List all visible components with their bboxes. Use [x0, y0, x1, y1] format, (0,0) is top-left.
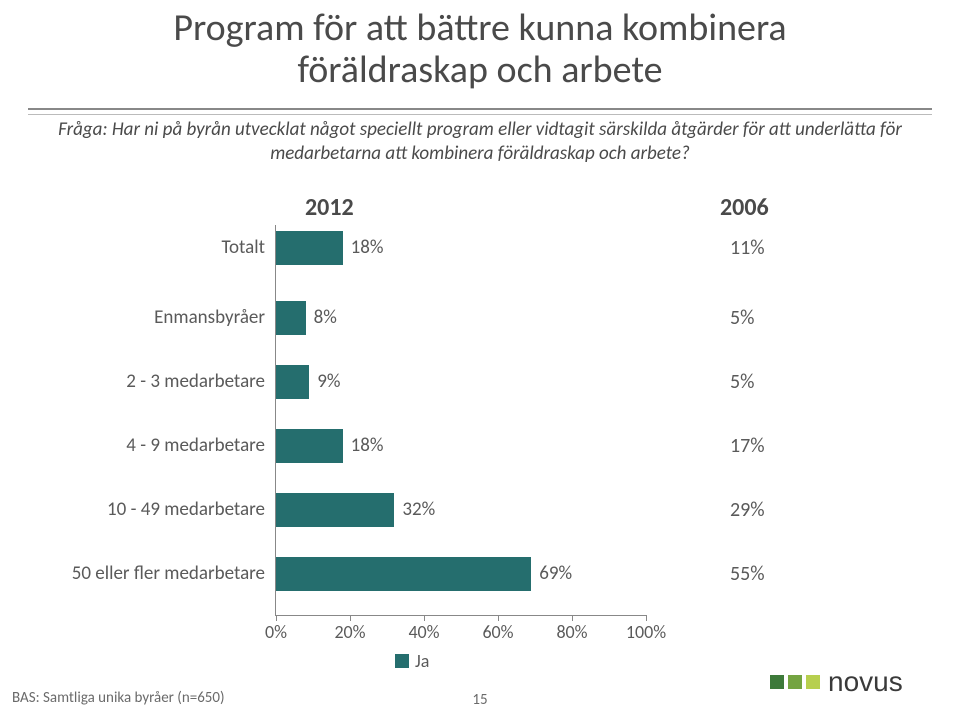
value-2006: 17%: [730, 429, 765, 463]
logo-square-2: [788, 675, 802, 689]
novus-logo: novus: [770, 663, 940, 703]
bar-value-label: 18%: [351, 429, 384, 463]
bar: 18%: [276, 231, 343, 265]
bar-value-label: 18%: [351, 231, 384, 265]
bar: 9%: [276, 365, 309, 399]
year-label-2006: 2006: [720, 193, 769, 222]
footer-base-text: BAS: Samtliga unika byråer (n=650): [12, 689, 225, 707]
bar-value-label: 32%: [402, 493, 435, 527]
bar: 69%: [276, 557, 531, 591]
bar: 18%: [276, 429, 343, 463]
logo-square-1: [770, 675, 784, 689]
bar: 8%: [276, 301, 306, 335]
legend: Ja: [395, 650, 429, 672]
value-2006: 29%: [730, 493, 765, 527]
value-2006: 5%: [730, 301, 754, 335]
category-label: 50 eller fler medarbetare: [40, 557, 271, 591]
logo-text: novus: [828, 666, 903, 697]
legend-label: Ja: [415, 650, 429, 672]
year-label-2012: 2012: [305, 193, 354, 222]
bar-chart: 2012 Totalt Enmansbyråer 2 - 3 medarbetare…: [40, 195, 660, 625]
slide: Program för att bättre kunna kombinera f…: [0, 0, 960, 717]
category-label: 2 - 3 medarbetare: [40, 365, 271, 399]
category-label: 10 - 49 medarbetare: [40, 493, 271, 527]
x-tick-label: 0%: [265, 621, 287, 643]
x-tick-label: 60%: [482, 621, 513, 643]
bar: 32%: [276, 493, 394, 527]
legend-swatch: [395, 654, 409, 668]
x-tick-label: 80%: [556, 621, 587, 643]
value-2006: 11%: [730, 231, 765, 265]
bar-value-label: 8%: [314, 301, 337, 335]
category-label: Totalt: [40, 231, 271, 265]
x-tick-label: 20%: [334, 621, 365, 643]
category-label: 4 - 9 medarbetare: [40, 429, 271, 463]
x-tick-label: 40%: [408, 621, 439, 643]
title-underline: [28, 108, 932, 115]
title-line-2: föräldraskap och arbete: [297, 47, 662, 93]
survey-question: Fråga: Har ni på byrån utvecklat något s…: [28, 118, 932, 166]
value-2006: 5%: [730, 365, 754, 399]
category-label: Enmansbyråer: [40, 301, 271, 335]
slide-title: Program för att bättre kunna kombinera f…: [0, 0, 960, 92]
value-2006: 55%: [730, 557, 765, 591]
bar-value-label: 9%: [317, 365, 340, 399]
plot-area: 0%20%40%60%80%100% 18%8%9%18%32%69%: [275, 225, 646, 616]
title-line-1: Program för att bättre kunna kombinera: [173, 5, 786, 51]
page-number: 15: [472, 691, 487, 709]
x-tick-label: 100%: [626, 621, 666, 643]
logo-square-3: [806, 675, 820, 689]
bar-value-label: 69%: [539, 557, 572, 591]
